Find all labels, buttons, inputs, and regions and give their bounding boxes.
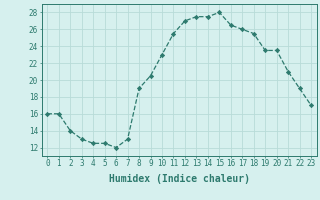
X-axis label: Humidex (Indice chaleur): Humidex (Indice chaleur) (109, 174, 250, 184)
